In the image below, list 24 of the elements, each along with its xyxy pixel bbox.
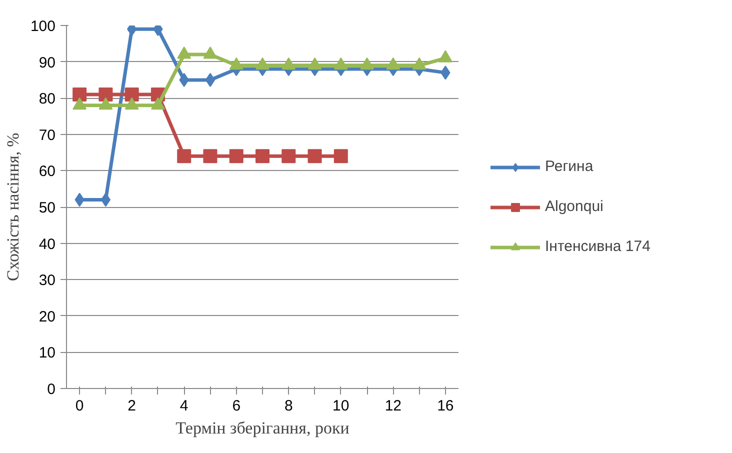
x-tick-label: 6: [232, 398, 241, 414]
y-tick-label: 40: [38, 236, 56, 253]
y-tick-label: 70: [38, 126, 56, 144]
x-tick-label: 2: [128, 398, 136, 414]
y-tick-label: 0: [47, 381, 56, 398]
legend-label: Algonqui: [545, 198, 604, 215]
y-tick-label: 50: [38, 200, 56, 216]
y-tick-label: 60: [38, 163, 56, 180]
y-tick-label: 10: [38, 344, 56, 362]
x-axis-title: Термін зберігання, роки: [176, 418, 350, 438]
y-tick-label: 30: [38, 272, 56, 290]
y-axis-title: Схожість насіння, %: [3, 132, 22, 282]
x-tick-label: 16: [437, 398, 454, 414]
y-tick-label: 80: [38, 90, 56, 108]
legend-label: Інтенсивна 174: [545, 238, 650, 255]
x-tick-label: 0: [75, 398, 84, 414]
x-tick-label: 8: [284, 398, 293, 414]
x-tick-label: 12: [384, 398, 402, 414]
x-tick-label: 10: [332, 398, 350, 414]
legend-label: Регина: [545, 158, 594, 175]
y-tick-label: 100: [30, 18, 56, 35]
y-tick-label: 20: [38, 308, 56, 326]
x-tick-label: 4: [180, 398, 188, 414]
y-tick-label: 90: [38, 54, 56, 72]
